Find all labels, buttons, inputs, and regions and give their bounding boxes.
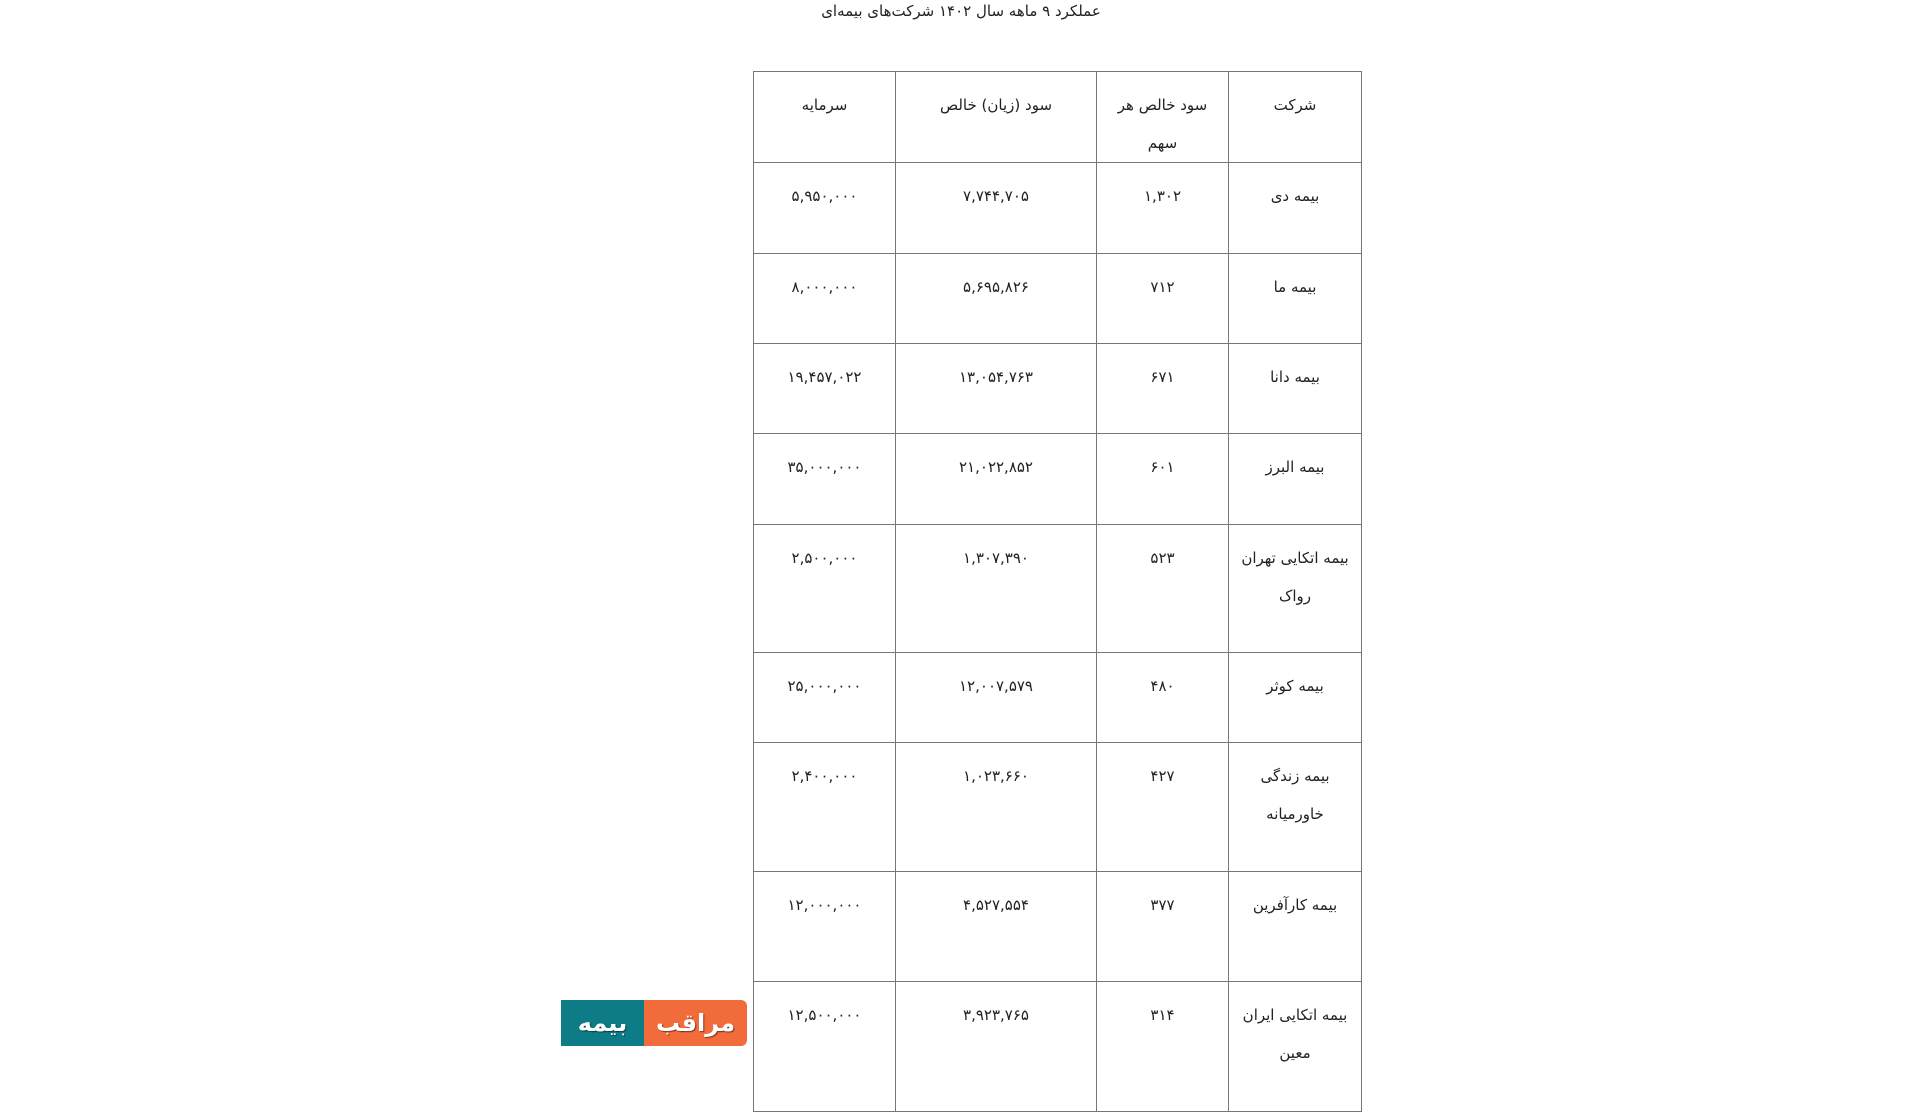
cell-net-profit: ۱۳,۰۵۴,۷۶۳	[895, 343, 1097, 434]
cell-eps: ۱,۳۰۲	[1096, 162, 1229, 254]
cell-net-profit: ۳,۹۲۳,۷۶۵	[895, 981, 1097, 1112]
header-net-profit: سود (زیان) خالص	[895, 71, 1097, 163]
table-row: بیمه زندگی خاورمیانه ۴۲۷ ۱,۰۲۳,۶۶۰ ۲,۴۰۰,۰۰…	[753, 742, 1362, 872]
cell-text: بیمه البرز	[1265, 458, 1325, 476]
cell-capital: ۸,۰۰۰,۰۰۰	[753, 253, 896, 344]
cell-text: بیمه دی	[1270, 187, 1320, 205]
logo-word-bimeh: بیمه	[561, 1000, 644, 1046]
cell-text: ۷,۷۴۴,۷۰۵	[963, 187, 1029, 205]
cell-text: بیمه دانا	[1270, 368, 1320, 386]
table-row: بیمه اتکایی تهران رواک ۵۲۳ ۱,۳۰۷,۳۹۰ ۲,۵۰۰,…	[753, 524, 1362, 653]
cell-text: ۲,۵۰۰,۰۰۰	[791, 549, 858, 567]
cell-text: ۱,۰۲۳,۶۶۰	[963, 767, 1029, 785]
table-row: بیمه کارآفرین ۳۷۷ ۴,۵۲۷,۵۵۴ ۱۲,۰۰۰,۰۰۰	[753, 871, 1362, 982]
cell-company: بیمه ما	[1228, 253, 1362, 344]
cell-text: ۱,۳۰۲	[1144, 187, 1181, 205]
cell-text: ۳۱۴	[1150, 1006, 1175, 1024]
cell-capital: ۱۲,۰۰۰,۰۰۰	[753, 871, 896, 982]
header-company: شرکت	[1228, 71, 1362, 163]
cell-capital: ۲۵,۰۰۰,۰۰۰	[753, 652, 896, 743]
cell-text: ۲,۴۰۰,۰۰۰	[791, 767, 858, 785]
cell-company: بیمه اتکایی ایران معین	[1228, 981, 1362, 1112]
cell-capital: ۱۹,۴۵۷,۰۲۲	[753, 343, 896, 434]
cell-company: بیمه اتکایی تهران رواک	[1228, 524, 1362, 653]
table-row: بیمه ما ۷۱۲ ۵,۶۹۵,۸۲۶ ۸,۰۰۰,۰۰۰	[753, 253, 1362, 344]
cell-net-profit: ۵,۶۹۵,۸۲۶	[895, 253, 1097, 344]
cell-net-profit: ۱,۳۰۷,۳۹۰	[895, 524, 1097, 653]
cell-company: بیمه دی	[1228, 162, 1362, 254]
cell-text: ۴,۵۲۷,۵۵۴	[963, 896, 1029, 914]
cell-text: بیمه کوثر	[1266, 677, 1324, 695]
cell-text: بیمه زندگی خاورمیانه	[1260, 767, 1330, 823]
cell-text: ۱۲,۰۰۷,۵۷۹	[959, 677, 1033, 695]
cell-eps: ۴۸۰	[1096, 652, 1229, 743]
cell-text: ۱,۳۰۷,۳۹۰	[963, 549, 1029, 567]
cell-text: ۸,۰۰۰,۰۰۰	[791, 278, 858, 296]
cell-company: بیمه کوثر	[1228, 652, 1362, 743]
cell-text: ۳,۹۲۳,۷۶۵	[963, 1006, 1029, 1024]
cell-net-profit: ۱,۰۲۳,۶۶۰	[895, 742, 1097, 872]
table-header-row: شرکت سود خالص هر سهم سود (زیان) خالص سرم…	[753, 71, 1362, 163]
moraghebe-bimeh-logo: بیمه مراقب	[561, 1000, 747, 1046]
header-capital: سرمایه	[753, 71, 896, 163]
table-row: بیمه دی ۱,۳۰۲ ۷,۷۴۴,۷۰۵ ۵,۹۵۰,۰۰۰	[753, 162, 1362, 254]
cell-capital: ۱۲,۵۰۰,۰۰۰	[753, 981, 896, 1112]
cell-net-profit: ۷,۷۴۴,۷۰۵	[895, 162, 1097, 254]
cell-text: ۶۷۱	[1150, 368, 1175, 386]
cell-text: ۴۲۷	[1150, 767, 1175, 785]
cell-text: ۱۹,۴۵۷,۰۲۲	[787, 368, 862, 386]
cell-eps: ۳۷۷	[1096, 871, 1229, 982]
cell-eps: ۵۲۳	[1096, 524, 1229, 653]
table-row: بیمه البرز ۶۰۱ ۲۱,۰۲۲,۸۵۲ ۳۵,۰۰۰,۰۰۰	[753, 433, 1362, 525]
cell-net-profit: ۲۱,۰۲۲,۸۵۲	[895, 433, 1097, 525]
cell-capital: ۵,۹۵۰,۰۰۰	[753, 162, 896, 254]
cell-capital: ۲,۵۰۰,۰۰۰	[753, 524, 896, 653]
cell-eps: ۶۰۱	[1096, 433, 1229, 525]
cell-company: بیمه البرز	[1228, 433, 1362, 525]
cell-text: ۵۲۳	[1150, 549, 1175, 567]
cell-text: ۲۱,۰۲۲,۸۵۲	[959, 458, 1033, 476]
cell-text: ۵,۶۹۵,۸۲۶	[963, 278, 1029, 296]
table-row: بیمه کوثر ۴۸۰ ۱۲,۰۰۷,۵۷۹ ۲۵,۰۰۰,۰۰۰	[753, 652, 1362, 743]
cell-text: ۱۲,۰۰۰,۰۰۰	[787, 896, 862, 914]
logo-word-moragheb: مراقب	[644, 1000, 747, 1046]
cell-text: بیمه کارآفرین	[1252, 896, 1338, 914]
cell-text: ۵,۹۵۰,۰۰۰	[791, 187, 858, 205]
cell-text: ۱۳,۰۵۴,۷۶۳	[959, 368, 1033, 386]
table-row: بیمه دانا ۶۷۱ ۱۳,۰۵۴,۷۶۳ ۱۹,۴۵۷,۰۲۲	[753, 343, 1362, 434]
cell-text: ۷۱۲	[1150, 278, 1175, 296]
cell-capital: ۲,۴۰۰,۰۰۰	[753, 742, 896, 872]
cell-text: بیمه ما	[1273, 278, 1317, 296]
cell-text: ۳۵,۰۰۰,۰۰۰	[787, 458, 862, 476]
header-eps: سود خالص هر سهم	[1096, 71, 1229, 163]
cell-eps: ۳۱۴	[1096, 981, 1229, 1112]
cell-eps: ۴۲۷	[1096, 742, 1229, 872]
cell-text: بیمه اتکایی تهران رواک	[1241, 549, 1349, 605]
cell-eps: ۶۷۱	[1096, 343, 1229, 434]
cell-capital: ۳۵,۰۰۰,۰۰۰	[753, 433, 896, 525]
cell-text: ۶۰۱	[1150, 458, 1175, 476]
cell-text: ۴۸۰	[1150, 677, 1175, 695]
document-title: عملکرد ۹ ماهه سال ۱۴۰۲ شرکت‌های بیمه‌ای	[821, 2, 1101, 20]
cell-company: بیمه دانا	[1228, 343, 1362, 434]
cell-text: ۲۵,۰۰۰,۰۰۰	[787, 677, 862, 695]
cell-net-profit: ۴,۵۲۷,۵۵۴	[895, 871, 1097, 982]
insurance-performance-table: شرکت سود خالص هر سهم سود (زیان) خالص سرم…	[753, 71, 1362, 1112]
cell-text: ۳۷۷	[1150, 896, 1175, 914]
cell-text: بیمه اتکایی ایران معین	[1242, 1006, 1348, 1062]
cell-company: بیمه کارآفرین	[1228, 871, 1362, 982]
cell-eps: ۷۱۲	[1096, 253, 1229, 344]
table-row: بیمه اتکایی ایران معین ۳۱۴ ۳,۹۲۳,۷۶۵ ۱۲,۵۰۰…	[753, 981, 1362, 1112]
cell-net-profit: ۱۲,۰۰۷,۵۷۹	[895, 652, 1097, 743]
cell-text: ۱۲,۵۰۰,۰۰۰	[787, 1006, 862, 1024]
cell-company: بیمه زندگی خاورمیانه	[1228, 742, 1362, 872]
